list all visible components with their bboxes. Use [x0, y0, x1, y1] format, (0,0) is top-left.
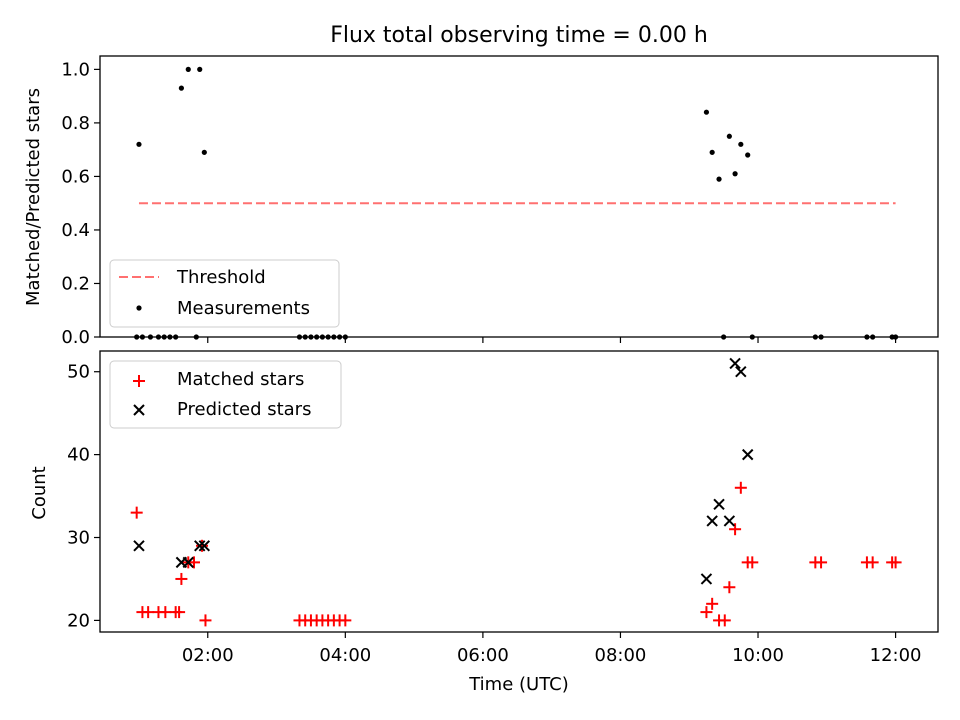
predicted-stars-point — [735, 366, 747, 378]
chart-title: Flux total observing time = 0.00 h — [330, 23, 708, 48]
matched-stars-point — [866, 556, 879, 569]
top-plot-panel: Matched/Predicted stars 0.0 0.2 0.4 0.6 0.8 1… — [23, 55, 939, 348]
measurements-point — [201, 149, 207, 155]
bottom-plot-panel: Count Time (UTC) 20 30 40 50 02:00 04:00 06:0… — [29, 350, 939, 695]
predicted-stars-point — [706, 515, 718, 527]
predicted-stars-point — [713, 498, 725, 511]
matched-stars-point — [889, 556, 902, 569]
bottom-y-tick-label: 30 — [67, 528, 90, 549]
bottom-x-tick-label: 08:00 — [595, 645, 647, 666]
top-y-tick-label: 0.6 — [61, 166, 90, 187]
bottom-y-tick-label: 40 — [67, 445, 90, 466]
bottom-x-tick-label: 10:00 — [732, 645, 784, 666]
measurements-point — [703, 109, 710, 115]
predicted-stars-point — [182, 556, 194, 569]
matched-stars-point — [723, 581, 736, 594]
measurements-point — [709, 149, 715, 155]
bottom-x-ticks: 02:00 04:00 06:00 08:00 10:00 12:00 — [182, 632, 922, 666]
measurements-point — [136, 141, 142, 147]
top-y-tick-label: 0.2 — [61, 273, 90, 294]
bottom-legend: Matched stars Predicted stars — [109, 360, 342, 429]
measurements-point — [716, 176, 722, 182]
predicted-stars-point — [723, 515, 736, 527]
measurements-point — [197, 66, 203, 72]
matched-stars-point — [700, 606, 713, 619]
matched-stars-point — [173, 606, 186, 619]
bottom-x-tick-label: 06:00 — [457, 645, 509, 666]
bottom-legend-box — [109, 360, 342, 429]
matched-stars-point — [815, 556, 828, 569]
matched-stars-point — [706, 597, 719, 610]
predicted-stars-point — [194, 540, 206, 552]
bottom-x-axis-label: Time (UTC) — [468, 674, 569, 695]
matched-stars-point — [130, 506, 143, 519]
top-y-ticks: 0.0 0.2 0.4 0.6 0.8 1.0 — [61, 59, 100, 348]
legend-threshold-label: Threshold — [176, 267, 266, 288]
top-y-tick-label: 1.0 — [61, 59, 90, 80]
top-y-tick-label: 0.4 — [61, 220, 90, 241]
matched-stars-point — [718, 614, 731, 627]
predicted-stars-point — [198, 540, 211, 552]
matched-stars-point — [734, 481, 747, 494]
legend-measurements-label: Measurements — [177, 298, 310, 319]
bottom-plot-frame — [99, 350, 939, 633]
measurements-point — [745, 152, 751, 158]
matched-stars-point — [729, 523, 742, 536]
matched-stars-point — [159, 606, 172, 619]
legend-measurements-swatch — [136, 305, 142, 311]
matched-stars-point — [175, 572, 188, 585]
bottom-y-tick-label: 50 — [67, 362, 90, 383]
top-legend: Threshold Measurements — [109, 259, 340, 328]
bottom-x-tick-label: 02:00 — [182, 645, 234, 666]
legend-matched-label: Matched stars — [177, 369, 304, 390]
top-y-axis-label: Matched/Predicted stars — [23, 88, 44, 306]
predicted-stars-point — [741, 448, 754, 461]
matched-stars-point — [188, 556, 201, 569]
predicted-stars-point — [133, 540, 145, 552]
top-y-tick-label: 0.0 — [61, 327, 90, 348]
top-legend-box — [109, 259, 340, 328]
bottom-y-ticks: 20 30 40 50 — [67, 362, 100, 631]
bottom-y-tick-label: 20 — [67, 610, 90, 631]
measurements-point — [726, 133, 732, 139]
measurements-point — [732, 171, 738, 177]
matched-stars-point — [199, 614, 212, 627]
predicted-stars-point — [700, 573, 713, 585]
matched-stars-point — [142, 606, 155, 619]
matched-stars-point — [196, 539, 209, 552]
measurements-point — [738, 141, 744, 147]
legend-predicted-label: Predicted stars — [177, 399, 311, 420]
legend-matched-swatch — [133, 375, 145, 387]
bottom-x-tick-label: 12:00 — [870, 645, 922, 666]
bottom-x-tick-label: 04:00 — [319, 645, 371, 666]
matched-stars-point — [339, 614, 352, 627]
predicted-stars-point — [729, 357, 741, 370]
top-y-tick-label: 0.8 — [61, 113, 90, 134]
legend-predicted-swatch — [133, 404, 145, 416]
measurements-point — [178, 85, 184, 91]
bottom-plot-marks — [130, 357, 902, 627]
matched-stars-point — [746, 556, 759, 569]
measurements-point — [185, 66, 191, 72]
top-plot-frame — [99, 55, 939, 338]
bottom-y-axis-label: Count — [29, 466, 50, 519]
